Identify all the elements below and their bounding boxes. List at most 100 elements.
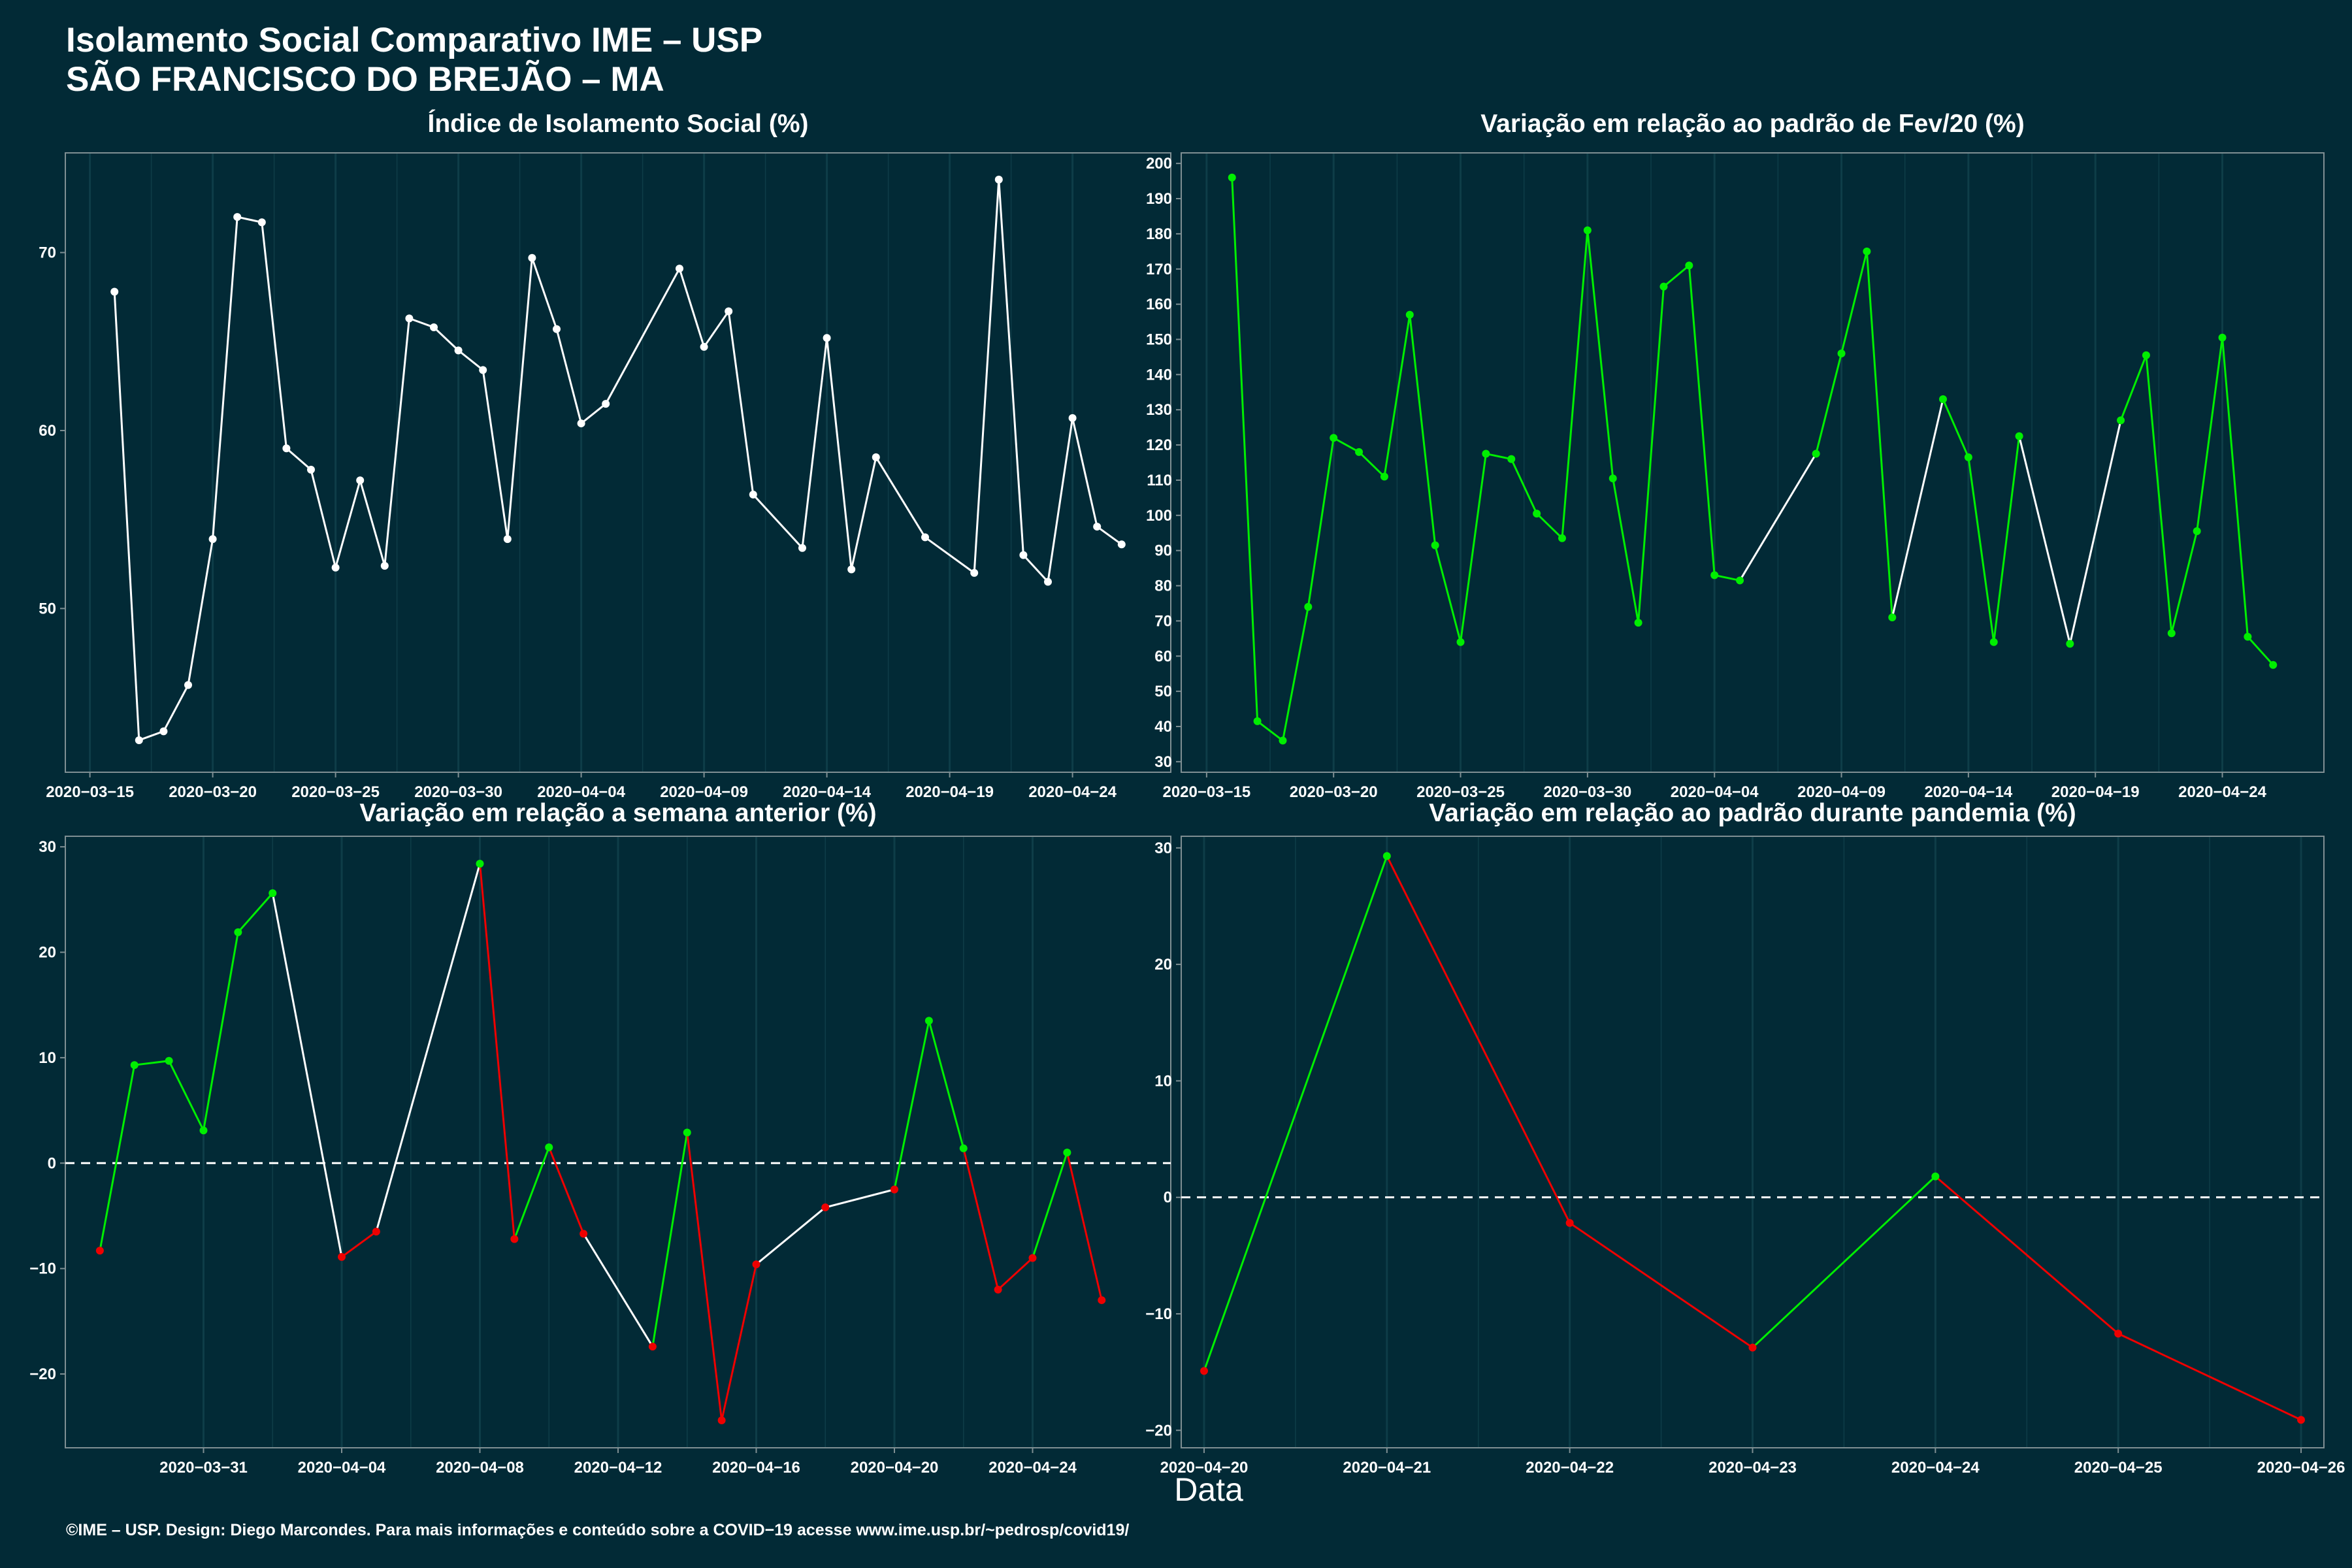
data-point — [1710, 571, 1719, 580]
x-tick-label: 2020−03−31 — [159, 1459, 248, 1477]
data-point — [2114, 1330, 2123, 1338]
data-point — [476, 859, 484, 868]
data-point — [2167, 629, 2176, 638]
data-point — [269, 889, 277, 898]
series-segment — [1942, 399, 1970, 458]
series-segment — [1840, 251, 1868, 354]
series-segment — [2119, 355, 2148, 421]
series-segment — [1739, 453, 1817, 581]
y-tick-label: −20 — [29, 1365, 56, 1383]
data-point — [700, 342, 708, 351]
series-segment — [1333, 436, 1360, 453]
x-tick-label: 2020−04−04 — [1671, 783, 1759, 801]
data-point — [580, 1230, 588, 1238]
series-segment — [928, 1021, 965, 1149]
series-segment — [1096, 525, 1122, 546]
data-point — [1558, 534, 1566, 542]
data-point — [110, 287, 119, 296]
data-point — [1063, 1149, 1071, 1157]
y-tick-label: 40 — [1154, 718, 1172, 736]
x-tick-label: 2020−04−19 — [906, 783, 994, 801]
y-tick-label: 0 — [48, 1154, 56, 1172]
series-segment — [335, 480, 361, 568]
series-segment — [825, 1188, 895, 1209]
data-point — [1931, 1172, 1940, 1181]
series-segment — [359, 480, 386, 566]
data-point — [338, 1252, 346, 1261]
data-point — [405, 314, 414, 323]
x-tick-label: 2020−04−16 — [712, 1459, 800, 1477]
x-tick-label: 2020−03−20 — [169, 783, 257, 801]
data-point — [924, 1017, 933, 1025]
series-segment — [408, 317, 434, 329]
y-tick-label: 10 — [1154, 1072, 1172, 1090]
data-point — [2297, 1416, 2306, 1424]
series-segment — [1536, 513, 1563, 539]
x-tick-label: 2020−04−24 — [1028, 783, 1117, 801]
series-segment — [506, 257, 533, 540]
series-segment — [2221, 337, 2249, 637]
series-segment — [547, 1147, 585, 1234]
data-point — [1863, 247, 1871, 255]
panel-variation-week: Variação em relação a semana anterior (%… — [0, 800, 1176, 1477]
series-segment — [1460, 453, 1487, 642]
data-point — [994, 1285, 1002, 1294]
series-segment — [973, 179, 1000, 573]
series-segment — [1256, 720, 1284, 742]
x-tick-label: 2020−04−09 — [1797, 783, 1886, 801]
data-point — [1583, 226, 1592, 235]
data-point — [479, 366, 487, 374]
data-point — [1068, 414, 1077, 422]
series-segment — [703, 310, 730, 348]
series-segment — [1047, 417, 1074, 582]
x-tick-label: 2020−04−04 — [298, 1459, 386, 1477]
series-segment — [513, 1147, 550, 1239]
series-segment — [1637, 286, 1665, 623]
data-point — [2142, 351, 2150, 359]
series-segment — [261, 222, 287, 449]
data-point — [1019, 551, 1028, 559]
data-point — [184, 681, 192, 689]
series-segment — [875, 457, 926, 538]
series-segment — [651, 1132, 689, 1347]
data-point — [1200, 1367, 1208, 1375]
data-point — [1989, 638, 1998, 646]
data-point — [1044, 578, 1052, 586]
data-point — [208, 535, 217, 544]
series-segment — [1714, 574, 1740, 581]
y-tick-label: 50 — [1154, 683, 1172, 700]
y-tick-label: 60 — [39, 422, 56, 440]
series-segment — [1993, 436, 2021, 642]
x-axis-title: Data — [1174, 1471, 1243, 1508]
series-segment — [1688, 265, 1716, 576]
y-tick-label: 180 — [1146, 225, 1172, 243]
series-segment — [1383, 314, 1411, 477]
data-point — [749, 491, 757, 499]
data-point — [1380, 472, 1388, 481]
series-segment — [2145, 355, 2173, 634]
series-segment — [727, 311, 755, 495]
data-point — [1279, 736, 1287, 745]
data-point — [233, 213, 242, 221]
series-segment — [433, 326, 459, 351]
data-point — [890, 1185, 898, 1194]
x-tick-label: 2020−04−14 — [1924, 783, 2012, 801]
series-segment — [2068, 420, 2122, 644]
series-segment — [1586, 230, 1614, 479]
series-segment — [1865, 251, 1893, 618]
data-point — [1837, 350, 1846, 358]
x-tick-label: 2020−04−23 — [1708, 1459, 1797, 1477]
data-point — [1382, 852, 1391, 860]
data-point — [959, 1144, 968, 1152]
series-segment — [755, 1206, 826, 1266]
series-segment — [212, 216, 238, 540]
series-segment — [531, 257, 558, 330]
series-segment — [850, 457, 877, 570]
series-segment — [271, 892, 343, 1258]
y-tick-label: −20 — [1145, 1422, 1172, 1439]
data-point — [1431, 541, 1439, 549]
series-segment — [1307, 438, 1335, 608]
series-segment — [1612, 478, 1640, 623]
series-segment — [113, 291, 140, 741]
data-point — [2269, 661, 2278, 669]
